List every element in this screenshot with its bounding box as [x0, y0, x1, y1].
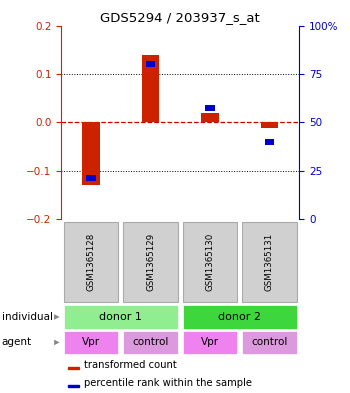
Text: GSM1365131: GSM1365131	[265, 233, 274, 291]
Text: individual: individual	[2, 312, 53, 322]
Bar	[183, 222, 237, 302]
Bar	[265, 139, 274, 145]
Bar	[68, 385, 79, 387]
Bar	[260, 123, 279, 128]
Text: agent: agent	[2, 338, 32, 347]
Text: control: control	[132, 338, 169, 347]
Text: percentile rank within the sample: percentile rank within the sample	[84, 378, 252, 388]
Text: donor 2: donor 2	[218, 312, 261, 322]
Bar	[242, 222, 297, 302]
Bar	[146, 61, 155, 68]
Bar	[123, 331, 178, 354]
Text: Vpr: Vpr	[82, 338, 100, 347]
Bar	[183, 331, 237, 354]
Text: GSM1365130: GSM1365130	[205, 233, 215, 291]
Bar	[68, 367, 79, 369]
Bar	[82, 123, 100, 185]
Bar	[123, 222, 178, 302]
Text: GSM1365129: GSM1365129	[146, 233, 155, 291]
Text: Vpr: Vpr	[201, 338, 219, 347]
Text: donor 1: donor 1	[99, 312, 142, 322]
Bar	[64, 305, 178, 329]
Text: transformed count: transformed count	[84, 360, 177, 370]
Bar	[183, 305, 297, 329]
Text: control: control	[251, 338, 288, 347]
Bar	[64, 331, 118, 354]
Bar	[86, 175, 96, 182]
Bar	[242, 331, 297, 354]
Title: GDS5294 / 203937_s_at: GDS5294 / 203937_s_at	[100, 11, 260, 24]
Bar	[201, 113, 219, 123]
Text: GSM1365128: GSM1365128	[86, 233, 96, 291]
Bar	[205, 105, 215, 111]
Bar	[64, 222, 118, 302]
Bar	[141, 55, 159, 123]
